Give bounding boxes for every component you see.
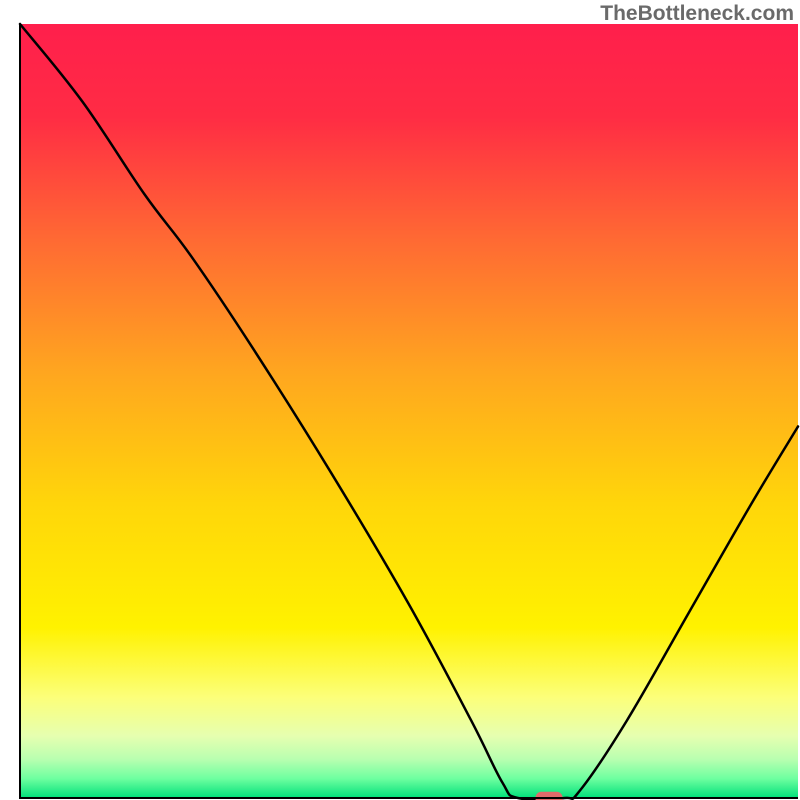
bottleneck-chart: TheBottleneck.com bbox=[0, 0, 800, 800]
chart-gradient-background bbox=[20, 24, 798, 798]
watermark-text: TheBottleneck.com bbox=[600, 2, 794, 26]
chart-svg bbox=[0, 0, 800, 800]
